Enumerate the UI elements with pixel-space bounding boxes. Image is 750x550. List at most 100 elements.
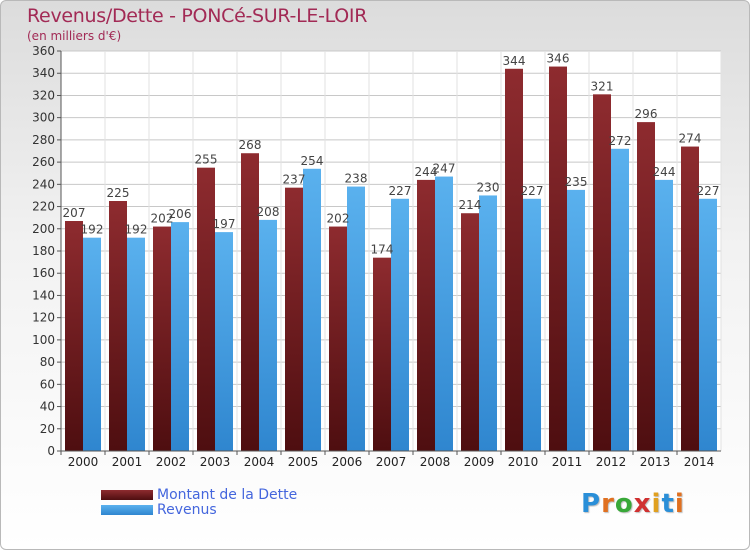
logo-letter: t <box>661 489 675 519</box>
data-label-revenus: 254 <box>301 154 324 168</box>
bar-dette <box>373 257 391 451</box>
bar-dette <box>329 226 347 451</box>
data-label-dette: 274 <box>679 132 702 146</box>
data-label-dette: 268 <box>239 138 262 152</box>
y-tick-label: 360 <box>32 44 55 58</box>
chart-subtitle: (en milliers d'€) <box>27 29 122 43</box>
x-tick-label: 2004 <box>244 455 275 469</box>
data-label-revenus: 244 <box>653 165 676 179</box>
x-tick-label: 2002 <box>156 455 187 469</box>
bar-revenus <box>215 232 233 451</box>
logo-letter: i <box>651 489 662 519</box>
data-label-revenus: 227 <box>697 184 720 198</box>
bar-dette <box>153 226 171 451</box>
bar-revenus <box>127 237 145 451</box>
y-tick-label: 320 <box>32 88 55 102</box>
legend-swatch-revenus <box>101 505 153 515</box>
y-tick-label: 260 <box>32 155 55 169</box>
x-tick-label: 2010 <box>508 455 539 469</box>
data-label-dette: 202 <box>151 212 174 226</box>
x-tick-label: 2008 <box>420 455 451 469</box>
data-label-dette: 344 <box>503 54 526 68</box>
bar-revenus <box>259 219 277 451</box>
bar-revenus <box>303 168 321 451</box>
data-label-dette: 255 <box>195 153 218 167</box>
data-label-revenus: 230 <box>477 180 500 194</box>
y-tick-label: 300 <box>32 111 55 125</box>
y-tick-label: 80 <box>40 355 55 369</box>
bar-dette <box>285 187 303 451</box>
bar-revenus <box>391 198 409 451</box>
bar-revenus <box>611 148 629 451</box>
y-tick-label: 140 <box>32 288 55 302</box>
x-tick-label: 2001 <box>112 455 143 469</box>
bar-dette <box>417 179 435 451</box>
x-tick-label: 2007 <box>376 455 407 469</box>
bar-dette <box>681 146 699 452</box>
data-label-revenus: 227 <box>389 184 412 198</box>
y-tick-label: 240 <box>32 177 55 191</box>
bar-dette <box>65 221 83 451</box>
legend-swatch-dette <box>101 490 153 500</box>
x-tick-label: 2005 <box>288 455 319 469</box>
data-label-revenus: 247 <box>433 162 456 176</box>
bar-dette <box>109 201 127 451</box>
x-tick-label: 2014 <box>684 455 715 469</box>
bar-dette <box>637 122 655 451</box>
bar-revenus <box>83 237 101 451</box>
bar-revenus <box>435 176 453 452</box>
y-tick-label: 200 <box>32 222 55 236</box>
x-tick-label: 2012 <box>596 455 627 469</box>
x-tick-label: 2006 <box>332 455 363 469</box>
data-label-revenus: 197 <box>213 217 236 231</box>
bar-dette <box>461 213 479 451</box>
x-tick-label: 2003 <box>200 455 231 469</box>
chart-title: Revenus/Dette - PONCé-SUR-LE-LOIR <box>27 5 368 27</box>
bar-revenus <box>171 222 189 451</box>
x-tick-label: 2013 <box>640 455 671 469</box>
logo-letter: i <box>674 489 685 519</box>
bar-revenus <box>347 186 365 452</box>
proxiti-logo: Proxiti <box>581 489 685 519</box>
bar-revenus <box>655 179 673 451</box>
y-tick-label: 40 <box>40 400 55 414</box>
logo-letter: x <box>633 489 652 519</box>
x-tick-label: 2011 <box>552 455 583 469</box>
y-tick-label: 60 <box>40 377 55 391</box>
data-label-dette: 202 <box>327 212 350 226</box>
bar-dette <box>505 68 523 452</box>
data-label-revenus: 238 <box>345 172 368 186</box>
y-tick-label: 180 <box>32 244 55 258</box>
y-tick-label: 160 <box>32 266 55 280</box>
y-tick-label: 220 <box>32 200 55 214</box>
logo-letter: P <box>581 489 602 519</box>
data-label-revenus: 227 <box>521 184 544 198</box>
data-label-dette: 214 <box>459 198 482 212</box>
data-label-dette: 296 <box>635 107 658 121</box>
data-label-dette: 244 <box>415 165 438 179</box>
bar-revenus <box>523 198 541 451</box>
y-tick-label: 280 <box>32 133 55 147</box>
logo-letter: r <box>601 489 615 519</box>
bar-dette <box>241 153 259 451</box>
bar-dette <box>197 167 215 451</box>
x-tick-label: 2000 <box>68 455 99 469</box>
data-label-revenus: 192 <box>81 223 104 237</box>
legend-label-dette: Montant de la Dette <box>157 487 298 503</box>
data-label-dette: 237 <box>283 173 306 187</box>
bar-dette <box>593 94 611 451</box>
logo-letter: o <box>614 489 634 519</box>
bar-revenus <box>567 189 585 451</box>
bar-revenus <box>479 195 497 451</box>
data-label-dette: 321 <box>591 79 614 93</box>
legend-label-revenus: Revenus <box>157 502 217 518</box>
bar-revenus <box>699 198 717 451</box>
data-label-revenus: 208 <box>257 205 280 219</box>
y-tick-label: 20 <box>40 422 55 436</box>
y-tick-label: 100 <box>32 333 55 347</box>
y-tick-label: 0 <box>47 444 55 458</box>
x-tick-label: 2009 <box>464 455 495 469</box>
data-label-dette: 174 <box>371 243 394 257</box>
data-label-revenus: 235 <box>565 175 588 189</box>
